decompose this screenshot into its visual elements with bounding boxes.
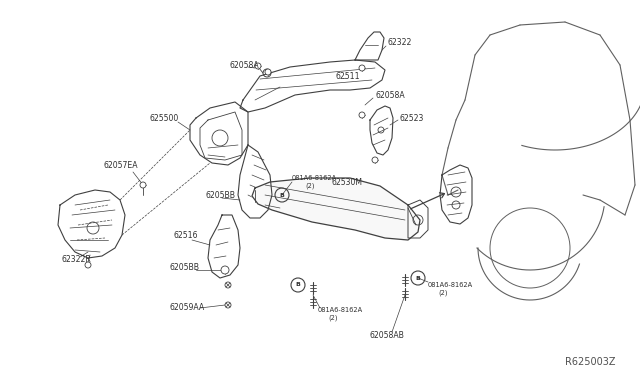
Text: 62530M: 62530M xyxy=(332,177,363,186)
Text: 625500: 625500 xyxy=(150,113,179,122)
Text: B: B xyxy=(296,282,300,288)
Polygon shape xyxy=(252,178,420,240)
Text: 62058A: 62058A xyxy=(230,61,260,70)
Text: 62523: 62523 xyxy=(400,113,424,122)
Text: 081A6-8162A: 081A6-8162A xyxy=(428,282,473,288)
Text: 6205BB: 6205BB xyxy=(205,190,235,199)
Text: 62059AA: 62059AA xyxy=(170,304,205,312)
Circle shape xyxy=(372,157,378,163)
Text: (2): (2) xyxy=(438,290,447,296)
Text: 62058AB: 62058AB xyxy=(370,330,405,340)
Text: 62322: 62322 xyxy=(388,38,412,46)
Circle shape xyxy=(359,65,365,71)
Text: 62516: 62516 xyxy=(174,231,198,240)
Text: 081A6-8162A: 081A6-8162A xyxy=(318,307,363,313)
Text: B: B xyxy=(415,276,420,280)
Text: 62058A: 62058A xyxy=(375,90,404,99)
Circle shape xyxy=(255,63,261,69)
Circle shape xyxy=(85,262,91,268)
Text: 6205BB: 6205BB xyxy=(170,263,200,273)
Circle shape xyxy=(140,182,146,188)
Text: 62322R: 62322R xyxy=(62,256,92,264)
Circle shape xyxy=(221,266,229,274)
Text: 62511: 62511 xyxy=(336,71,360,80)
Circle shape xyxy=(359,112,365,118)
Text: R625003Z: R625003Z xyxy=(564,357,615,367)
Text: 081A6-8162A: 081A6-8162A xyxy=(292,175,337,181)
Circle shape xyxy=(265,69,271,75)
Text: 62057EA: 62057EA xyxy=(103,160,138,170)
Text: (2): (2) xyxy=(328,315,337,321)
Text: B: B xyxy=(280,192,284,198)
Text: (2): (2) xyxy=(305,183,314,189)
